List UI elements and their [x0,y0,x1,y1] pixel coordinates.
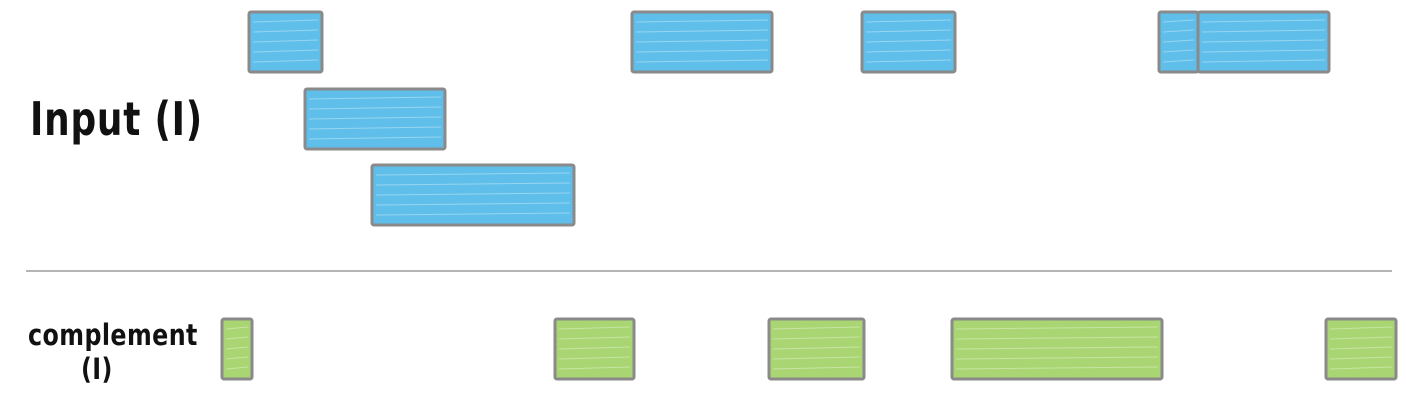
input-interval-block [1198,12,1329,72]
input-label: Input (I) [30,92,203,146]
complement-interval-block [769,319,864,379]
input-interval-block [305,89,445,149]
complement-interval-block [1326,319,1396,379]
complement-label-line2: (I) [28,352,166,386]
complement-label: complement (I) [28,318,166,386]
complement-interval-block [952,319,1162,379]
input-interval-block [249,12,322,72]
complement-intervals [222,319,1396,379]
complement-interval-block [222,319,252,379]
input-interval-block [372,165,574,225]
input-intervals [249,12,1329,225]
complement-label-line1: complement [28,318,166,352]
complement-interval-block [555,319,634,379]
input-interval-block [862,12,955,72]
input-interval-block [1159,12,1198,72]
input-interval-block [632,12,772,72]
